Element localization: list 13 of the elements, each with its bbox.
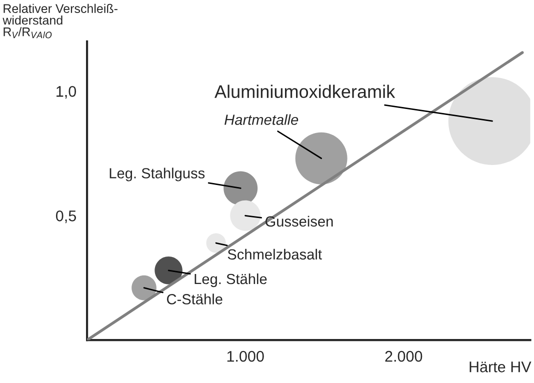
annotation: Gusseisen — [266, 216, 333, 227]
annotation: Schmelzbasalt — [228, 248, 322, 260]
x-axis-title: Härte HV — [470, 362, 532, 372]
y-axis-title: Relativer Verschleiß- widerstand R$_{V}$/R$_{VAlO}$ — [2, 4, 118, 38]
x-tick-label: 1.000 — [227, 350, 264, 362]
y-tick-label: 1,0 — [56, 86, 76, 99]
annotation: Hartmetalle — [224, 114, 298, 125]
y-tick-label: 0,5 — [56, 210, 76, 224]
annotation: Aluminiumoxidkeramik — [214, 84, 396, 98]
annotation: Leg. Stähle — [194, 273, 267, 288]
annotation: Leg. Stahlguss — [110, 168, 205, 182]
annotation: C-Stähle — [166, 294, 222, 304]
x-tick-label: 2.000 — [385, 350, 422, 362]
